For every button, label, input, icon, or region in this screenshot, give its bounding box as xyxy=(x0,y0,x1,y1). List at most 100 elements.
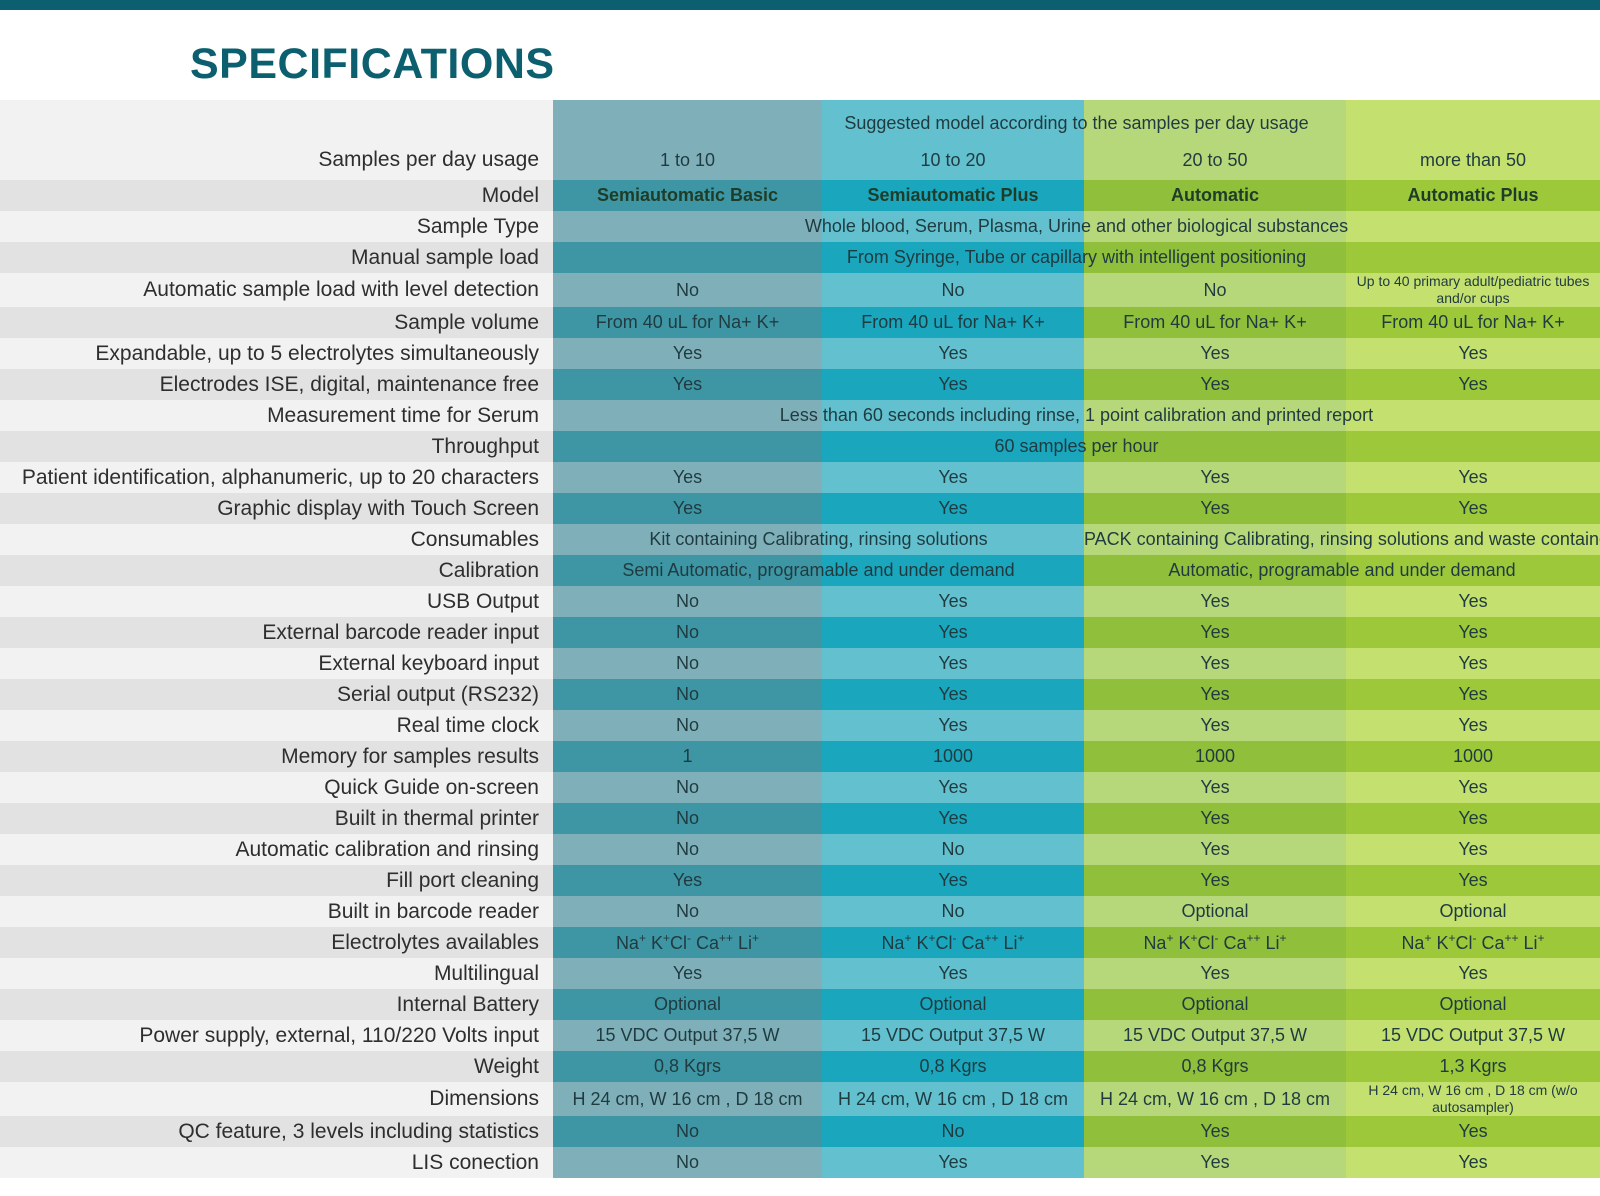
suggested-header-row xyxy=(0,100,1600,140)
spec-cell: Yes xyxy=(822,586,1084,617)
row-label: Serial output (RS232) xyxy=(0,679,553,710)
spec-cell: Yes xyxy=(553,338,822,369)
spec-row: Electrolytes availables Na+ K+Cl- Ca++ Li… xyxy=(0,927,1600,958)
spec-cell: No xyxy=(553,273,822,307)
electrolytes-cell: Na+ K+Cl- Ca++ Li+ xyxy=(1346,927,1600,958)
ion-charge: ++ xyxy=(719,931,734,945)
spec-cell: Optional xyxy=(1346,989,1600,1020)
spec-row: Sample Type Whole blood, Serum, Plasma, U… xyxy=(0,211,1600,242)
spec-cell: 15 VDC Output 37,5 W xyxy=(1084,1020,1346,1051)
spec-cell: Yes xyxy=(822,679,1084,710)
row-label: Automatic sample load with level detecti… xyxy=(0,273,553,307)
spec-row: Quick Guide on-screen No Yes Yes Yes xyxy=(0,772,1600,803)
row-label: Built in thermal printer xyxy=(0,803,553,834)
usage-cell: 1 to 10 xyxy=(553,140,822,180)
row-label: Power supply, external, 110/220 Volts in… xyxy=(0,1020,553,1051)
spec-cell: Yes xyxy=(1346,679,1600,710)
electrolytes-cell: Na+ K+Cl- Ca++ Li+ xyxy=(553,927,822,958)
ion-charge: + xyxy=(1166,931,1174,945)
ion-symbol: K xyxy=(911,933,929,953)
row-label: Multilingual xyxy=(0,958,553,989)
spec-cell: Yes xyxy=(1346,648,1600,679)
ion-symbol: Cl xyxy=(935,933,953,953)
spec-cell: Optional xyxy=(822,989,1084,1020)
spec-cell: No xyxy=(553,1147,822,1178)
spec-span-cell: Whole blood, Serum, Plasma, Urine and ot… xyxy=(553,211,1600,242)
spec-cell: Yes xyxy=(1084,679,1346,710)
spec-cell: From 40 uL for Na+ K+ xyxy=(822,307,1084,338)
spec-cell: No xyxy=(553,896,822,927)
spec-cell: Yes xyxy=(1346,1116,1600,1147)
row-label: Graphic display with Touch Screen xyxy=(0,493,553,524)
spec-cell: Yes xyxy=(1084,1116,1346,1147)
ion-symbol: Na xyxy=(1401,933,1425,953)
row-label: Fill port cleaning xyxy=(0,865,553,896)
spec-row: Multilingual Yes Yes Yes Yes xyxy=(0,958,1600,989)
electrolytes-cell: Na+ K+Cl- Ca++ Li+ xyxy=(1084,927,1346,958)
row-label: Electrolytes availables xyxy=(0,927,553,958)
ion-symbol: Li xyxy=(998,933,1018,953)
spec-row: Memory for samples results 1 1000 1000 1000 xyxy=(0,741,1600,772)
ion-symbol: Na xyxy=(881,933,905,953)
spec-row: Automatic calibration and rinsing No No Yes… xyxy=(0,834,1600,865)
ion-symbol: Ca xyxy=(1218,933,1247,953)
spec-row: Electrodes ISE, digital, maintenance fre… xyxy=(0,369,1600,400)
spec-cell: 0,8 Kgrs xyxy=(822,1051,1084,1082)
spec-cell: Yes xyxy=(1084,958,1346,989)
spec-cell: Yes xyxy=(822,369,1084,400)
row-label: USB Output xyxy=(0,586,553,617)
ion-charge: + xyxy=(1279,931,1287,945)
spec-row: Serial output (RS232) No Yes Yes Yes xyxy=(0,679,1600,710)
spec-cell: Up to 40 primary adult/pediatric tubes a… xyxy=(1346,273,1600,307)
row-label: Memory for samples results xyxy=(0,741,553,772)
spec-cell: No xyxy=(553,1116,822,1147)
spec-row: Graphic display with Touch Screen Yes Yes Y… xyxy=(0,493,1600,524)
ion-charge: + xyxy=(904,931,912,945)
spec-cell: No xyxy=(553,617,822,648)
spec-cell: 1000 xyxy=(1346,741,1600,772)
spec-cell: 15 VDC Output 37,5 W xyxy=(553,1020,822,1051)
row-label: Samples per day usage xyxy=(0,140,553,180)
spec-cell: Yes xyxy=(1346,617,1600,648)
model-cell: Semiautomatic Plus xyxy=(822,180,1084,211)
model-row: Model Semiautomatic Basic Semiautomatic … xyxy=(0,180,1600,211)
spec-cell: Yes xyxy=(1346,865,1600,896)
spec-cell: Yes xyxy=(822,803,1084,834)
ion-charge: + xyxy=(928,931,936,945)
spec-cell: 1000 xyxy=(822,741,1084,772)
spec-cell: H 24 cm, W 16 cm , D 18 cm xyxy=(553,1082,822,1116)
spec-cell: Optional xyxy=(1084,989,1346,1020)
spec-cell: Optional xyxy=(1346,896,1600,927)
spec-cell: Yes xyxy=(1346,958,1600,989)
spec-cell: Yes xyxy=(1084,803,1346,834)
ion-charge: + xyxy=(1424,931,1432,945)
ion-charge: + xyxy=(662,931,670,945)
row-label: Sample volume xyxy=(0,307,553,338)
spec-row: Expandable, up to 5 electrolytes simulta… xyxy=(0,338,1600,369)
row-label: Weight xyxy=(0,1051,553,1082)
row-label: Quick Guide on-screen xyxy=(0,772,553,803)
spec-cell: Yes xyxy=(822,493,1084,524)
spec-cell: Yes xyxy=(553,493,822,524)
spec-cell: Yes xyxy=(553,865,822,896)
ion-symbol: Li xyxy=(1518,933,1538,953)
spec-row: USB Output No Yes Yes Yes xyxy=(0,586,1600,617)
spec-cell: H 24 cm, W 16 cm , D 18 cm xyxy=(822,1082,1084,1116)
spec-cell: 1 xyxy=(553,741,822,772)
spec-cell: Yes xyxy=(822,462,1084,493)
spec-row: Sample volume From 40 uL for Na+ K+ From 4… xyxy=(0,307,1600,338)
ion-charge: + xyxy=(1537,931,1545,945)
spec-cell: Yes xyxy=(1084,493,1346,524)
spec-cell: Yes xyxy=(1346,1147,1600,1178)
usage-cell: 20 to 50 xyxy=(1084,140,1346,180)
spec-pair-cell: PACK containing Calibrating, rinsing sol… xyxy=(1084,524,1600,555)
spec-cell: No xyxy=(553,803,822,834)
usage-cell: 10 to 20 xyxy=(822,140,1084,180)
spec-row: External barcode reader input No Yes Yes Yes xyxy=(0,617,1600,648)
spec-cell: Yes xyxy=(1346,338,1600,369)
spec-cell: Yes xyxy=(1084,648,1346,679)
spec-cell: 15 VDC Output 37,5 W xyxy=(822,1020,1084,1051)
row-label: Dimensions xyxy=(0,1082,553,1116)
spec-cell: No xyxy=(553,679,822,710)
spec-cell: Yes xyxy=(1346,803,1600,834)
